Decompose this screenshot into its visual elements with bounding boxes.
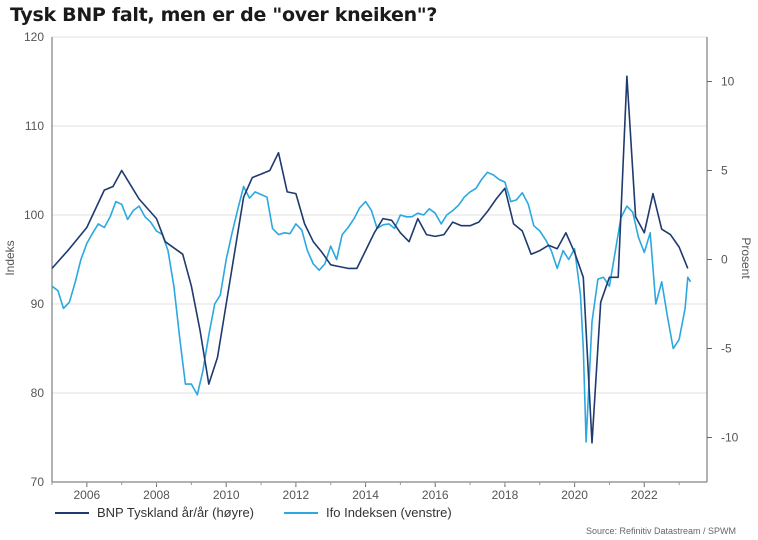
- grid-lines: [52, 36, 707, 394]
- legend: BNP Tyskland år/år (høyre) Ifo Indeksen …: [55, 505, 452, 520]
- x-tick-2018: 2018: [492, 488, 519, 502]
- legend-item-ifo: Ifo Indeksen (venstre): [284, 505, 452, 520]
- x-tick-2022: 2022: [631, 488, 658, 502]
- source-note: Source: Refinitiv Datastream / SPWM: [585, 526, 736, 536]
- y-left-tick-90: 90: [31, 297, 45, 311]
- x-tick-2012: 2012: [283, 488, 310, 502]
- series-line-bnp: [51, 75, 689, 444]
- legend-label-bnp: BNP Tyskland år/år (høyre): [97, 505, 255, 520]
- y-left-tick-80: 80: [31, 386, 45, 400]
- x-tick-2020: 2020: [561, 488, 588, 502]
- y-axis-right-label: Prosent: [739, 237, 753, 279]
- legend-swatch-ifo: [284, 511, 319, 514]
- x-tick-2006: 2006: [73, 488, 100, 502]
- y-left-tick-120: 120: [24, 30, 44, 44]
- y-axis-left-label: Indeks: [3, 240, 17, 275]
- series-lines: [51, 75, 692, 444]
- chart-title: Tysk BNP falt, men er de "over kneiken"?: [10, 4, 438, 26]
- legend-swatch-bnp: [55, 511, 89, 514]
- y-right-tick-10: 10: [721, 75, 735, 89]
- x-tick-2008: 2008: [143, 488, 170, 502]
- y-right-tick--5: -5: [721, 342, 732, 356]
- y-right-tick-0: 0: [721, 253, 728, 267]
- legend-label-ifo: Ifo Indeksen (venstre): [326, 505, 452, 520]
- y-right-tick-5: 5: [721, 164, 728, 178]
- y-right-tick--10: -10: [721, 431, 739, 445]
- x-tick-2014: 2014: [352, 488, 379, 502]
- y-left-tick-100: 100: [24, 208, 44, 222]
- y-left-tick-110: 110: [25, 119, 44, 133]
- x-tick-2016: 2016: [422, 488, 449, 502]
- legend-item-bnp: BNP Tyskland år/år (høyre): [55, 505, 254, 520]
- x-tick-2010: 2010: [213, 488, 240, 502]
- y-left-tick-70: 70: [31, 475, 45, 489]
- axes: 70 80 90 100 110 120 -10 -5 0 5 10 2006 2008 2010 2012…: [24, 30, 739, 502]
